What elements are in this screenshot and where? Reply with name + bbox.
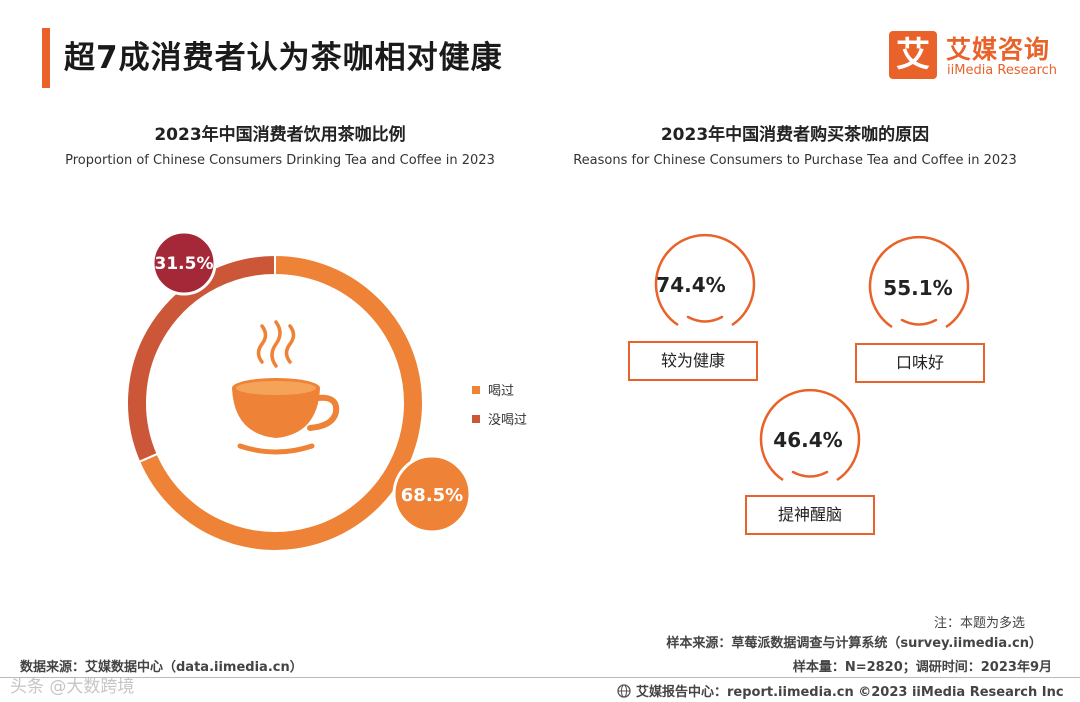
footnote-multi-select: 注：本题为多选 bbox=[933, 616, 1025, 631]
donut-chart: 31.5% 68.5% bbox=[126, 230, 472, 552]
reason-label-taste: 口味好 bbox=[855, 343, 985, 383]
reason-value-refresh: 46.4% bbox=[773, 428, 843, 452]
reason-smile-healthy bbox=[686, 315, 724, 323]
reason-label-refresh: 提神醒脑 bbox=[745, 495, 875, 535]
iimedia-logo-mark: 艾 bbox=[889, 31, 937, 79]
left-chart-subtitle: Proportion of Chinese Consumers Drinking… bbox=[65, 153, 495, 168]
reason-smile-taste bbox=[900, 318, 938, 326]
slice-label-drunk: 68.5% bbox=[401, 485, 463, 506]
donut-slices bbox=[126, 253, 424, 552]
left-chart-title: 2023年中国消费者饮用茶咖比例 bbox=[154, 125, 406, 145]
reason-value-healthy: 74.4% bbox=[656, 273, 726, 297]
reason-arc-healthy bbox=[654, 233, 756, 327]
logo-text-en: iiMedia Research bbox=[947, 63, 1058, 78]
donut-slice-not-drunk bbox=[126, 253, 276, 464]
globe-icon bbox=[617, 683, 631, 698]
slice-badge-not-drunk bbox=[151, 230, 217, 296]
sample-source: 样本来源：草莓派数据调查与计算系统（survey.iimedia.cn） bbox=[666, 636, 1042, 651]
reason-arc-refresh bbox=[759, 388, 861, 482]
watermark: 头条 @大数跨境 bbox=[10, 677, 135, 697]
report-center: 艾媒报告中心：report.iimedia.cn ©2023 iiMedia R… bbox=[617, 681, 1064, 700]
reasons-chart bbox=[654, 233, 970, 482]
legend-swatch-not-drunk bbox=[472, 414, 480, 423]
slice-label-not-drunk: 31.5% bbox=[155, 254, 214, 274]
title-accent-bar bbox=[42, 28, 50, 88]
report-center-text: 艾媒报告中心：report.iimedia.cn ©2023 iiMedia R… bbox=[636, 685, 1064, 700]
reason-arc-taste bbox=[868, 235, 970, 329]
legend-item-not-drunk: 没喝过 bbox=[472, 409, 527, 428]
legend-label-not-drunk: 没喝过 bbox=[488, 413, 528, 428]
data-source: 数据来源：艾媒数据中心（data.iimedia.cn） bbox=[20, 660, 303, 675]
right-chart-title: 2023年中国消费者购买茶咖的原因 bbox=[660, 125, 930, 145]
legend-label-drunk: 喝过 bbox=[488, 384, 515, 399]
logo-text-cn: 艾媒咨询 bbox=[946, 35, 1051, 64]
reason-value-taste: 55.1% bbox=[883, 276, 953, 300]
legend-swatch-drunk bbox=[472, 385, 480, 394]
right-chart-subtitle: Reasons for Chinese Consumers to Purchas… bbox=[573, 153, 1017, 168]
legend-item-drunk: 喝过 bbox=[472, 380, 514, 399]
coffee-cup-icon bbox=[232, 320, 340, 455]
footer-divider bbox=[0, 677, 1080, 678]
sample-size: 样本量：N=2820；调研时间：2023年9月 bbox=[792, 660, 1052, 675]
slice-badge-drunk bbox=[392, 454, 472, 534]
reason-label-healthy: 较为健康 bbox=[628, 341, 758, 381]
reason-smile-refresh bbox=[791, 470, 829, 478]
page-title: 超7成消费者认为茶咖相对健康 bbox=[64, 40, 503, 76]
